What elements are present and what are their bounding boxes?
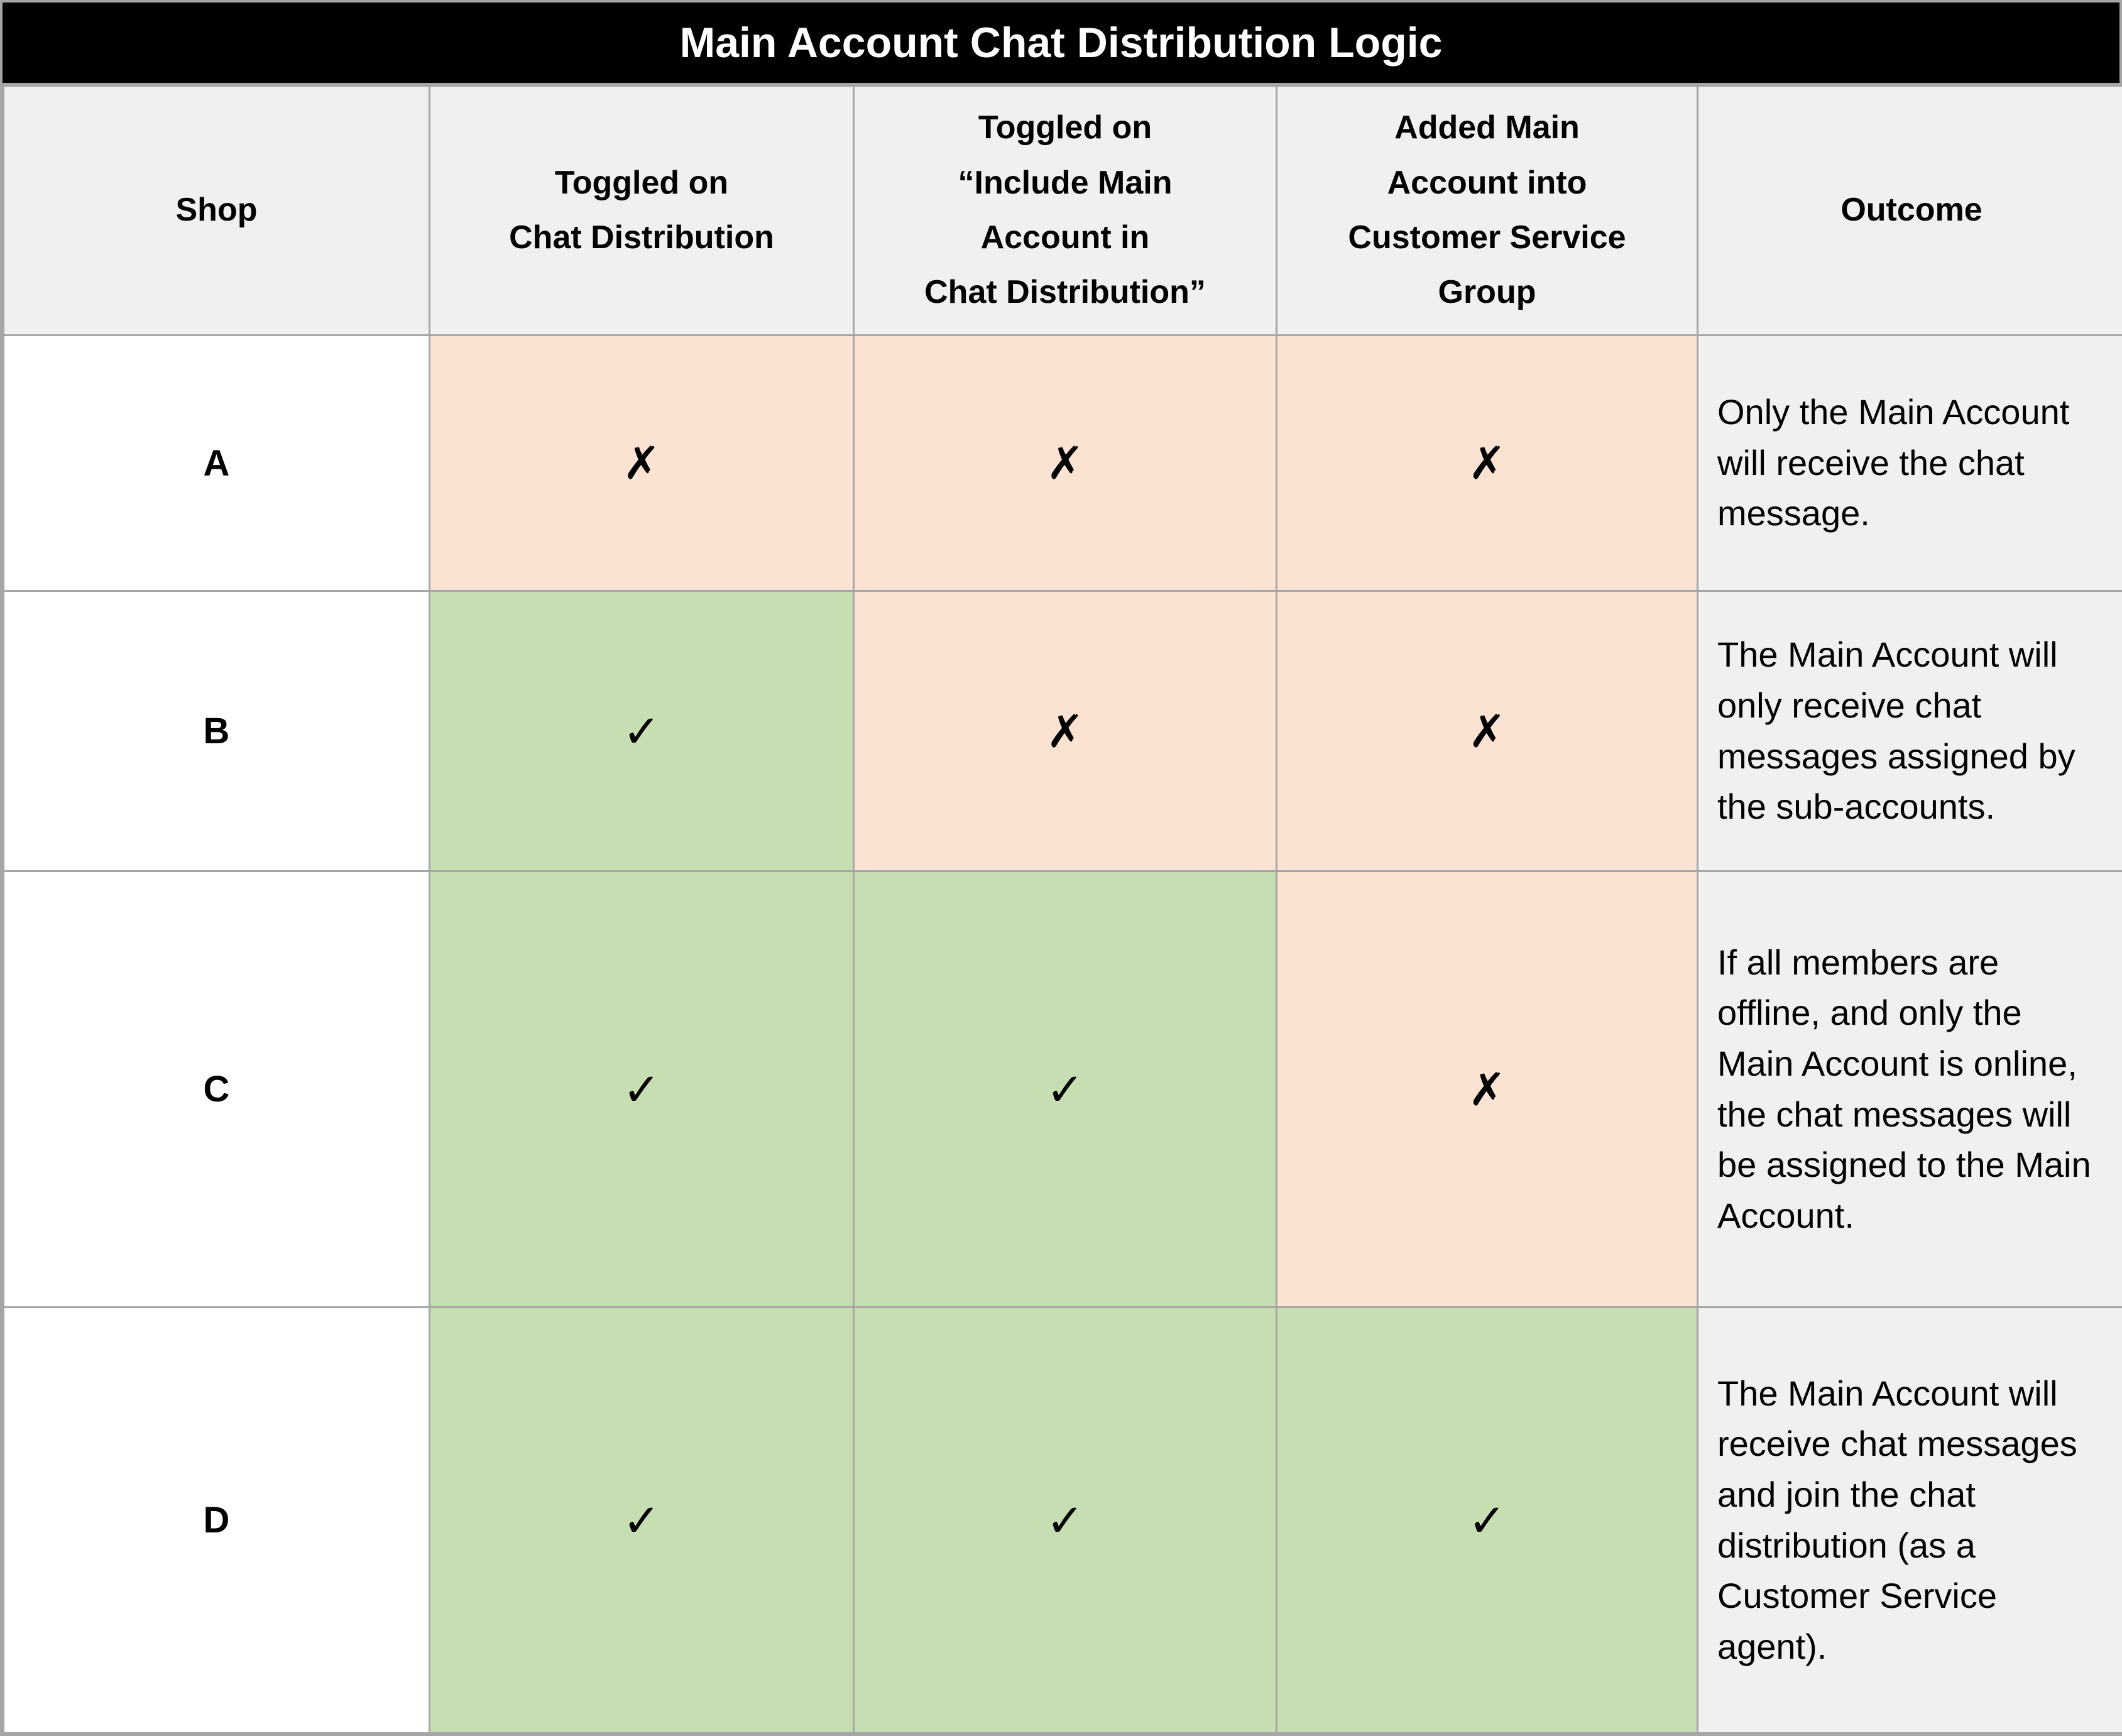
- outcome-cell: If all members are offline, and only the…: [1697, 870, 2122, 1308]
- shop-cell: C: [3, 870, 430, 1308]
- check-mark-cell: ✓: [1276, 1306, 1698, 1734]
- check-mark-cell: ✓: [853, 870, 1277, 1308]
- shop-cell: D: [3, 1306, 430, 1734]
- check-mark-cell: ✓: [429, 1306, 855, 1734]
- cross-mark-cell: ✗: [1276, 334, 1698, 592]
- cross-mark-cell: ✗: [429, 334, 855, 592]
- table-row-shop-d: D ✓ ✓ ✓ The Main Account will receive ch…: [3, 1306, 2122, 1734]
- column-header-customer-service-group: Added Main Account into Customer Service…: [1276, 85, 1698, 336]
- shop-cell: B: [3, 590, 430, 872]
- cross-mark-cell: ✗: [1276, 870, 1698, 1308]
- cross-mark-cell: ✗: [853, 334, 1277, 592]
- header-row: Shop Toggled on Chat Distribution Toggle…: [3, 85, 2122, 336]
- check-mark-cell: ✓: [429, 870, 855, 1308]
- cross-mark-cell: ✗: [853, 590, 1277, 872]
- cross-mark-cell: ✗: [1276, 590, 1698, 872]
- outcome-cell: The Main Account will receive chat messa…: [1697, 1306, 2122, 1734]
- table-row-shop-b: B ✓ ✗ ✗ The Main Account will only recei…: [3, 590, 2122, 872]
- logic-table: Shop Toggled on Chat Distribution Toggle…: [3, 85, 2122, 1734]
- column-header-include-main-account: Toggled on “Include Main Account in Chat…: [853, 85, 1277, 336]
- table-title: Main Account Chat Distribution Logic: [679, 19, 1443, 67]
- outcome-cell: Only the Main Account will receive the c…: [1697, 334, 2122, 592]
- column-header-chat-distribution: Toggled on Chat Distribution: [429, 85, 855, 336]
- shop-cell: A: [3, 334, 430, 592]
- column-header-outcome: Outcome: [1697, 85, 2122, 336]
- table-row-shop-a: A ✗ ✗ ✗ Only the Main Account will recei…: [3, 334, 2122, 592]
- table-row-shop-c: C ✓ ✓ ✗ If all members are offline, and …: [3, 870, 2122, 1308]
- outcome-cell: The Main Account will only receive chat …: [1697, 590, 2122, 872]
- check-mark-cell: ✓: [429, 590, 855, 872]
- column-header-shop: Shop: [3, 85, 430, 336]
- table-title-bar: Main Account Chat Distribution Logic: [3, 3, 2119, 85]
- check-mark-cell: ✓: [853, 1306, 1277, 1734]
